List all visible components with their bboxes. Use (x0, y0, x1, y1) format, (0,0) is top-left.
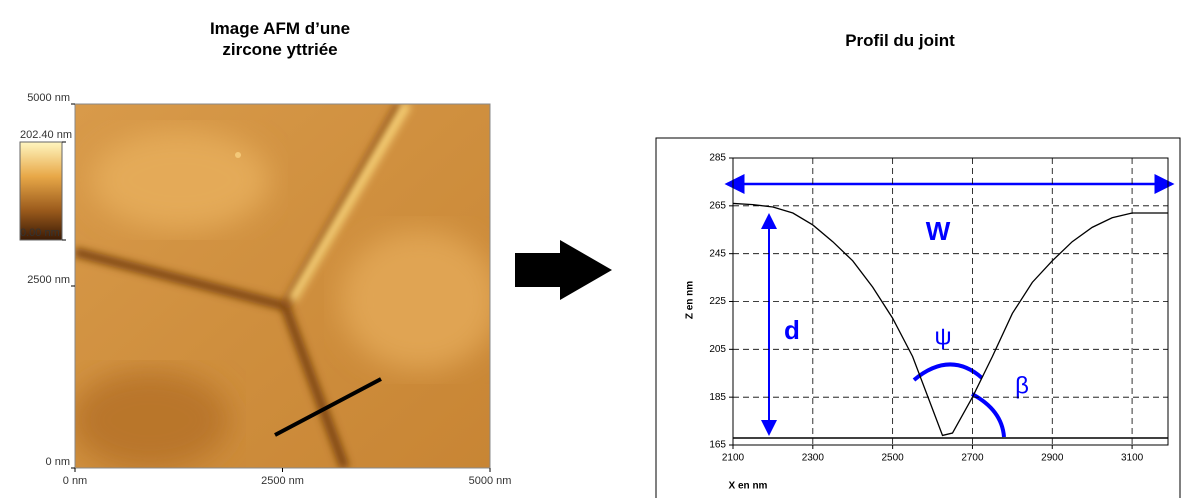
y-tick-label: 2500 nm (27, 274, 70, 286)
x-tick-label: 2300 (802, 453, 825, 464)
y-tick-label: 285 (709, 153, 726, 164)
x-tick-label: 2900 (1041, 453, 1064, 464)
annotation: β (1015, 372, 1029, 399)
colorbar (19, 141, 63, 241)
x-axis-label: X en nm (729, 481, 768, 492)
colorbar-tick-label: 0.00 nm (20, 227, 60, 239)
x-tick-label: 2700 (961, 453, 984, 464)
x-tick-label: 2500 (882, 453, 905, 464)
chart-frame (655, 137, 1181, 498)
y-axis-label: Z en nm (685, 281, 696, 319)
y-tick-label: 165 (709, 440, 726, 451)
annotation: ψ (934, 323, 951, 350)
x-tick-label: 3100 (1121, 453, 1144, 464)
annotation: W (926, 216, 951, 246)
y-tick-label: 185 (709, 392, 726, 403)
x-tick-label: 2500 nm (261, 475, 304, 487)
y-tick-label: 225 (709, 296, 726, 307)
annotation: d (784, 315, 800, 345)
y-tick-label: 205 (709, 344, 726, 355)
profile-cut (274, 377, 382, 437)
y-tick-label: 265 (709, 200, 726, 211)
x-tick-label: 2100 (722, 453, 745, 464)
x-tick-label: 5000 nm (469, 475, 512, 487)
chart-title: Profil du joint (845, 31, 955, 50)
colorbar-tick-label: 202.40 nm (20, 129, 72, 141)
y-tick-label: 245 (709, 248, 726, 259)
chart-title: Image AFM d’une zircone yttriée (209, 19, 351, 59)
y-tick-label: 5000 nm (27, 92, 70, 104)
x-tick-label: 0 nm (63, 475, 87, 487)
y-tick-label: 0 nm (46, 456, 70, 468)
arrow (515, 240, 612, 300)
line-series (732, 202, 1168, 437)
afm-image (75, 104, 490, 468)
